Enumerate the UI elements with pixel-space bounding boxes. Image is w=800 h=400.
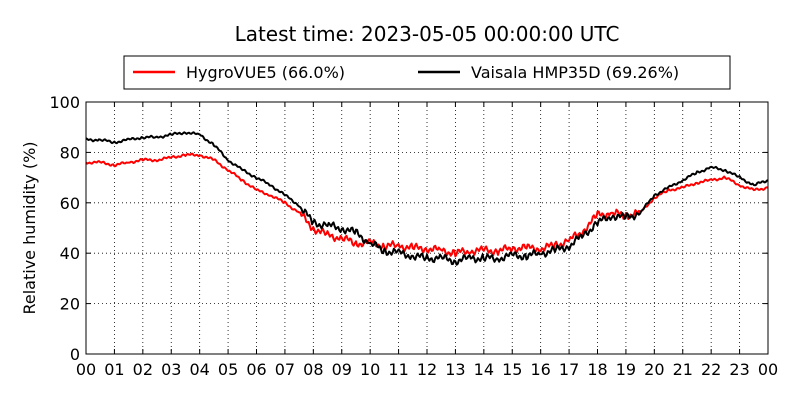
y-tick-label: 40: [60, 244, 80, 263]
x-tick-label: 17: [559, 360, 579, 379]
x-tick-label: 23: [729, 360, 749, 379]
x-tick-label: 08: [303, 360, 323, 379]
series-layer: [85, 131, 769, 266]
legend: HygroVUE5 (66.0%) Vaisala HMP35D (69.26%…: [123, 55, 731, 90]
x-tick-label: 21: [673, 360, 693, 379]
x-tick-label: 02: [133, 360, 153, 379]
series-line-1: [85, 131, 769, 266]
x-tick-label: 18: [587, 360, 607, 379]
y-tick-label: 0: [70, 345, 80, 364]
legend-label-hygrovue5: HygroVUE5 (66.0%): [186, 63, 345, 82]
y-axis-label: Relative humidity (%): [20, 141, 39, 314]
y-tick-label: 80: [60, 143, 80, 162]
y-tick-labels: 0 20 40 60 80 100: [49, 93, 80, 364]
x-tick-label: 19: [616, 360, 636, 379]
x-tick-label: 11: [388, 360, 408, 379]
ticks: [85, 101, 769, 355]
legend-label-vaisala: Vaisala HMP35D (69.26%): [471, 63, 679, 82]
x-tick-label: 00: [76, 360, 96, 379]
x-tick-label: 04: [189, 360, 209, 379]
x-tick-label: 09: [332, 360, 352, 379]
x-tick-label: 20: [644, 360, 664, 379]
chart-title: Latest time: 2023-05-05 00:00:00 UTC: [235, 22, 620, 46]
x-tick-label: 22: [701, 360, 721, 379]
x-tick-label: 10: [360, 360, 380, 379]
x-tick-label: 14: [474, 360, 494, 379]
y-tick-label: 20: [60, 295, 80, 314]
x-tick-label: 13: [445, 360, 465, 379]
x-tick-labels: 00 01 02 03 04 05 06 07 08 09 10 11 12 13 14 15 16 17 18 19…: [76, 360, 778, 379]
x-tick-label: 06: [246, 360, 266, 379]
x-tick-label: 03: [161, 360, 181, 379]
x-tick-label: 07: [275, 360, 295, 379]
x-tick-label: 01: [104, 360, 124, 379]
y-tick-label: 100: [49, 93, 80, 112]
grid: [86, 102, 768, 354]
y-tick-label: 60: [60, 194, 80, 213]
x-tick-label: 12: [417, 360, 437, 379]
x-tick-label: 00: [758, 360, 778, 379]
x-tick-label: 15: [502, 360, 522, 379]
x-tick-label: 16: [530, 360, 550, 379]
x-tick-label: 05: [218, 360, 238, 379]
